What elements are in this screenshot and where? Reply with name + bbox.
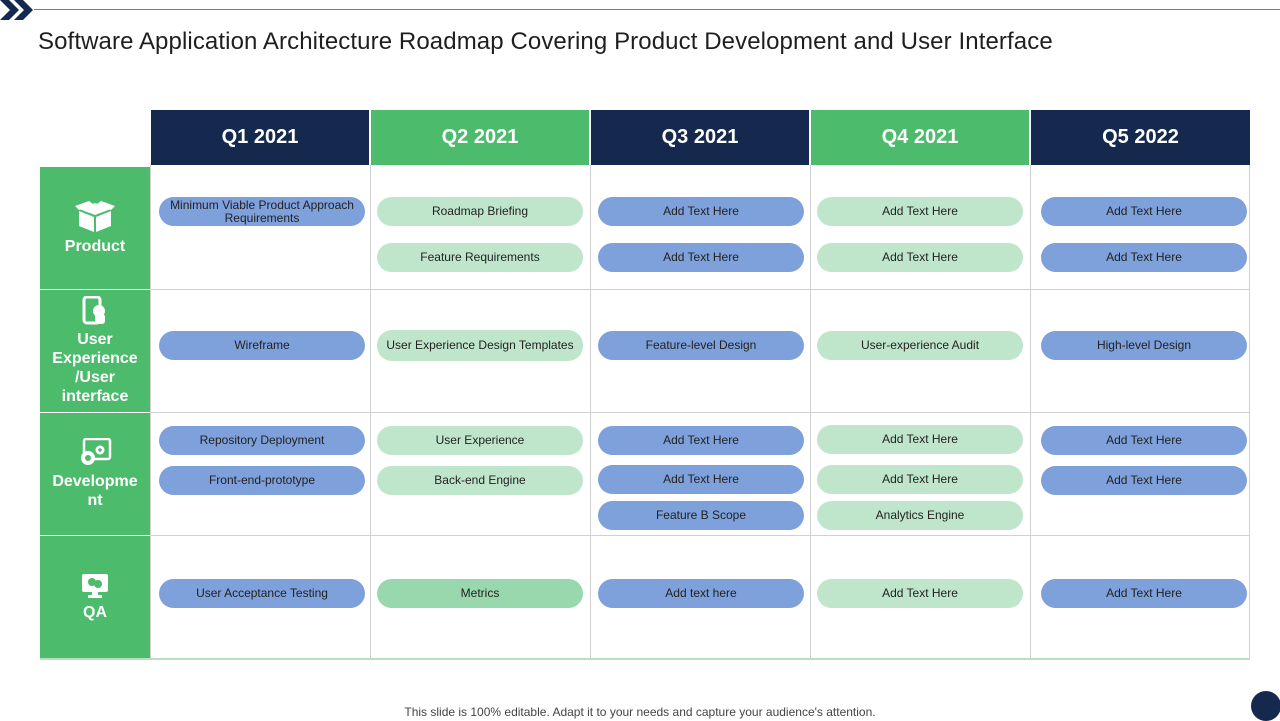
monitor-chat-icon — [82, 573, 108, 598]
header-q1: Q1 2021 — [151, 110, 369, 165]
roadmap-item: User Acceptance Testing — [159, 579, 365, 608]
header-q2: Q2 2021 — [371, 110, 589, 165]
header-q3: Q3 2021 — [591, 110, 809, 165]
roadmap-item: Add Text Here — [817, 243, 1023, 272]
row-label-text: Product — [64, 237, 126, 255]
roadmap-item: Add Text Here — [1041, 197, 1247, 226]
row-label-text: User Experience /User interface — [52, 331, 138, 405]
row-label-product: Product — [40, 167, 150, 289]
roadmap-item: Add Text Here — [1041, 243, 1247, 272]
roadmap-item: Feature-level Design — [598, 331, 804, 360]
roadmap-item: Feature B Scope — [598, 501, 804, 530]
roadmap-item: Add text here — [598, 579, 804, 608]
roadmap-item: Metrics — [377, 579, 583, 608]
roadmap-item: Add Text Here — [1041, 579, 1247, 608]
grid-bottom-border — [40, 658, 1250, 660]
corner-circle-decoration — [1251, 691, 1280, 721]
roadmap-item: User-experience Audit — [817, 331, 1023, 360]
roadmap-item: Add Text Here — [817, 579, 1023, 608]
roadmap-item: Add Text Here — [598, 426, 804, 455]
roadmap-item: User Experience Design Templates — [377, 330, 583, 361]
grid-divider — [150, 289, 1250, 290]
roadmap-item: Add Text Here — [598, 243, 804, 272]
roadmap-item: Add Text Here — [817, 425, 1023, 454]
roadmap-item: Add Text Here — [1041, 466, 1247, 495]
row-label-text: Developme nt — [52, 473, 138, 509]
roadmap-item: Analytics Engine — [817, 501, 1023, 530]
roadmap-item: Roadmap Briefing — [377, 197, 583, 226]
roadmap-item: Add Text Here — [817, 197, 1023, 226]
gears-screen-icon — [81, 438, 112, 465]
roadmap-item: Back-end Engine — [377, 466, 583, 495]
header-q5: Q5 2022 — [1031, 110, 1250, 165]
roadmap-item: High-level Design — [1041, 331, 1247, 360]
roadmap-item: Feature Requirements — [377, 243, 583, 272]
roadmap-item: Add Text Here — [598, 465, 804, 494]
header-q4: Q4 2021 — [811, 110, 1029, 165]
roadmap-item: Add Text Here — [1041, 426, 1247, 455]
row-label-ux: User Experience /User interface — [40, 290, 150, 412]
page-title: Software Application Architecture Roadma… — [38, 28, 1053, 55]
mobile-touch-icon — [82, 296, 105, 325]
row-label-development: Developme nt — [40, 413, 150, 535]
roadmap-item: User Experience — [377, 426, 583, 455]
row-label-qa: QA — [40, 536, 150, 658]
roadmap-item: Wireframe — [159, 331, 365, 360]
chevron-arrows-icon — [0, 0, 33, 20]
roadmap-item: Add Text Here — [817, 465, 1023, 494]
grid-divider — [150, 412, 1250, 413]
roadmap-item: Add Text Here — [598, 197, 804, 226]
grid-divider — [150, 535, 1250, 536]
roadmap-item: Front-end-prototype — [159, 466, 365, 495]
roadmap-item: Minimum Viable Product Approach Requirem… — [159, 197, 365, 226]
row-label-text: QA — [83, 603, 107, 621]
roadmap-item: Repository Deployment — [159, 426, 365, 455]
top-divider — [34, 9, 1280, 10]
box-icon — [75, 200, 115, 232]
footer-note: This slide is 100% editable. Adapt it to… — [404, 705, 876, 719]
